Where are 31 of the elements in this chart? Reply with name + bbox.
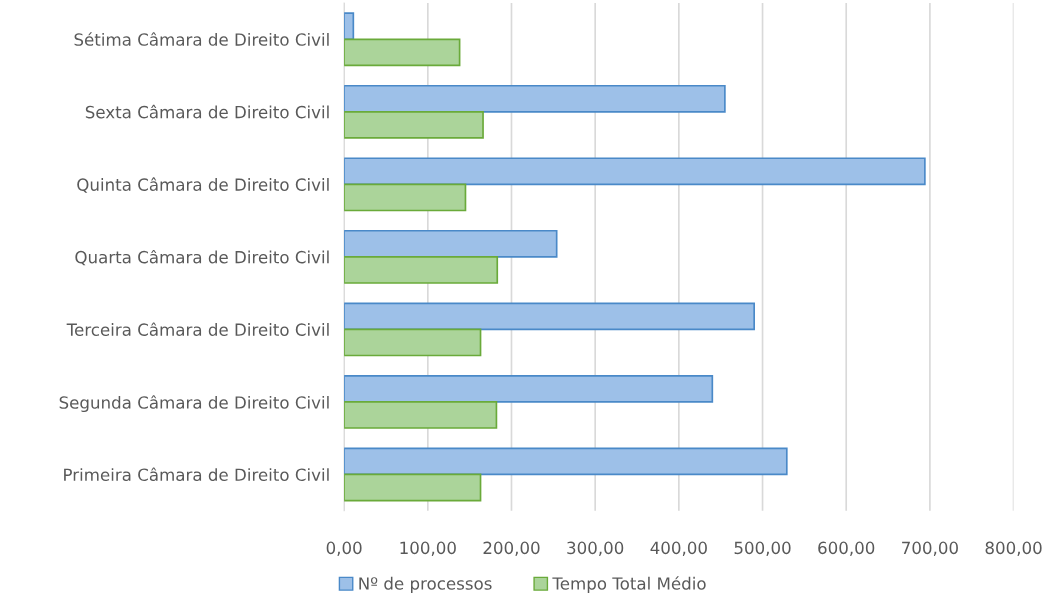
x-tick-label: 600,00: [818, 541, 875, 556]
bar: [344, 302, 756, 331]
bar: [344, 473, 482, 502]
bar: [344, 110, 484, 139]
bar: [344, 84, 726, 113]
y-tick-label: Quinta Câmara de Direito Civil: [77, 177, 329, 193]
legend-label: Tempo Total Médio: [552, 576, 706, 593]
bar: [344, 157, 926, 186]
bar: [344, 183, 467, 212]
x-tick-label: 800,00: [985, 541, 1042, 556]
x-tick-label: 0,00: [326, 541, 362, 556]
y-tick-label: Sexta Câmara de Direito Civil: [85, 104, 329, 119]
bar: [344, 447, 788, 476]
bar: [344, 256, 499, 284]
y-tick-label: Quarta Câmara de Direito Civil: [75, 249, 329, 266]
y-tick-label: Segunda Câmara de Direito Civil: [59, 395, 329, 413]
x-tick-label: 100,00: [400, 541, 456, 556]
y-tick-label: Primeira Câmara de Direito Civil: [64, 467, 329, 482]
y-tick-label: Terceira Câmara de Direito Civil: [66, 322, 329, 336]
bar: [344, 401, 498, 429]
x-tick-label: 300,00: [567, 541, 624, 556]
bar: [344, 38, 461, 67]
x-tick-label: 400,00: [650, 541, 707, 556]
y-tick-label: Sétima Câmara de Direito Civil: [74, 32, 329, 46]
legend-label: Nº de processos: [359, 576, 492, 593]
bar: [344, 374, 714, 403]
x-tick-label: 200,00: [483, 541, 540, 556]
bar: [344, 229, 558, 258]
bar: [344, 328, 482, 357]
x-tick-label: 700,00: [902, 541, 958, 556]
x-tick-label: 500,00: [734, 541, 791, 556]
